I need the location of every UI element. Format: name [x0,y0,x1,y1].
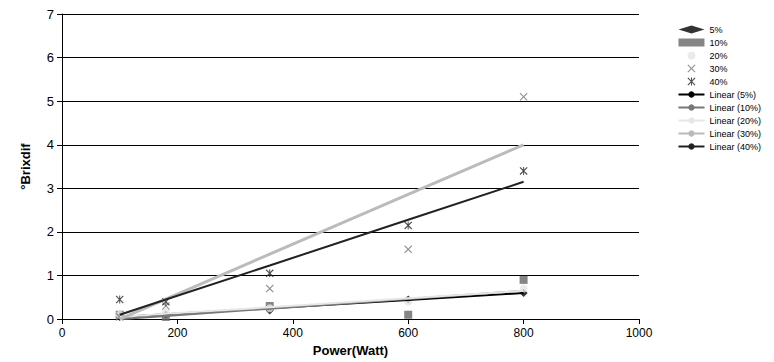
svg-text:Linear (10%): Linear (10%) [709,103,761,113]
svg-text:Linear (5%): Linear (5%) [709,90,756,100]
svg-text:Linear (20%): Linear (20%) [709,116,761,126]
svg-text:3: 3 [47,181,54,196]
svg-text:40%: 40% [709,77,727,87]
svg-text:2: 2 [47,224,54,239]
svg-text:0: 0 [59,326,66,340]
svg-text:1000: 1000 [626,326,653,340]
svg-text:0: 0 [47,312,54,327]
svg-text:20%: 20% [709,51,727,61]
svg-text:400: 400 [283,326,303,340]
svg-text:600: 600 [398,326,418,340]
svg-text:°Brixdif: °Brixdif [18,143,33,190]
svg-text:4: 4 [47,137,54,152]
svg-text:Power(Watt): Power(Watt) [313,343,388,358]
svg-text:200: 200 [167,326,187,340]
svg-text:1: 1 [47,268,54,283]
svg-text:10%: 10% [709,38,727,48]
svg-text:7: 7 [47,7,54,22]
svg-text:30%: 30% [709,64,727,74]
svg-text:Linear (30%): Linear (30%) [709,129,761,139]
svg-text:Linear (40%): Linear (40%) [709,142,761,152]
svg-text:5: 5 [47,94,54,109]
svg-text:5%: 5% [709,25,722,35]
svg-text:6: 6 [47,50,54,65]
svg-text:800: 800 [514,326,534,340]
